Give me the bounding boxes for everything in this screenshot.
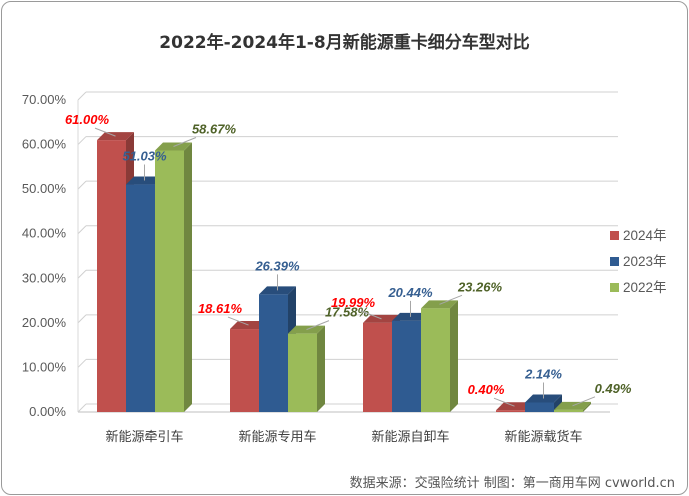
bar [288,333,317,412]
data-label: 26.39% [254,258,300,273]
data-source-note: 数据来源：交强险统计 制图：第一商用车网 cvworld.cn [349,476,675,491]
category-label: 新能源牵引车 [105,429,183,445]
bar [525,402,554,412]
legend-label: 2022年 [623,280,667,295]
data-label-leader [572,396,596,407]
bar [97,140,126,412]
data-label: 23.26% [457,279,503,294]
legend-swatch [610,257,619,266]
bar [230,329,259,412]
legend-swatch [610,231,619,240]
data-label: 61.00% [65,112,110,127]
y-tick-label: 10.00% [22,359,67,374]
bar [363,322,392,412]
data-label: 18.61% [198,301,243,316]
legend-label: 2024年 [623,228,667,243]
bar-side [317,325,325,412]
y-tick-label: 30.00% [22,270,67,285]
y-tick-label: 20.00% [22,315,67,330]
legend-swatch [610,283,619,292]
gridline-diagonal [77,359,87,368]
data-label-leader [227,316,249,326]
data-label: 58.67% [192,121,237,136]
bar [126,184,155,412]
y-tick-label: 70.00% [22,92,67,107]
gridline-diagonal [77,269,87,279]
bar-side [583,401,591,412]
data-label-leader [493,397,515,407]
gridline-diagonal [77,314,87,324]
gridline-diagonal [77,180,87,190]
y-tick-label: 50.00% [22,181,67,196]
bar [392,320,421,412]
data-label: 19.99% [331,295,376,310]
y-tick-label: 60.00% [22,137,67,152]
data-label-leader [173,137,197,147]
bar [554,409,583,412]
gridline-diagonal [77,403,87,413]
legend-label: 2023年 [623,254,667,269]
gridline-diagonal [77,136,87,145]
data-label-leader [94,127,116,137]
bar-side [450,300,458,412]
data-label-leader [360,310,382,320]
category-label: 新能源专用车 [238,429,316,445]
data-label: 2.14% [524,366,562,381]
category-label: 新能源自卸车 [371,429,449,445]
gridline-diagonal [77,225,87,235]
data-label-leader [306,320,330,331]
category-label: 新能源载货车 [504,429,582,445]
bar [259,294,288,412]
y-tick-label: 40.00% [22,226,67,241]
bar [421,308,450,412]
bar [155,150,184,412]
data-label: 0.40% [468,382,505,397]
data-label-leader [439,294,463,305]
data-label: 17.58% [325,305,370,320]
data-label: 0.49% [595,381,632,396]
chart-title: 2022年-2024年1-8月新能源重卡细分车型对比 [159,33,530,53]
bar-side [554,394,562,412]
data-label: 51.03% [122,149,167,164]
data-label: 20.44% [387,285,433,300]
y-tick-label: 0.00% [29,404,66,419]
gridline-diagonal [77,91,87,101]
bar [496,410,525,412]
bar-side [184,142,192,412]
